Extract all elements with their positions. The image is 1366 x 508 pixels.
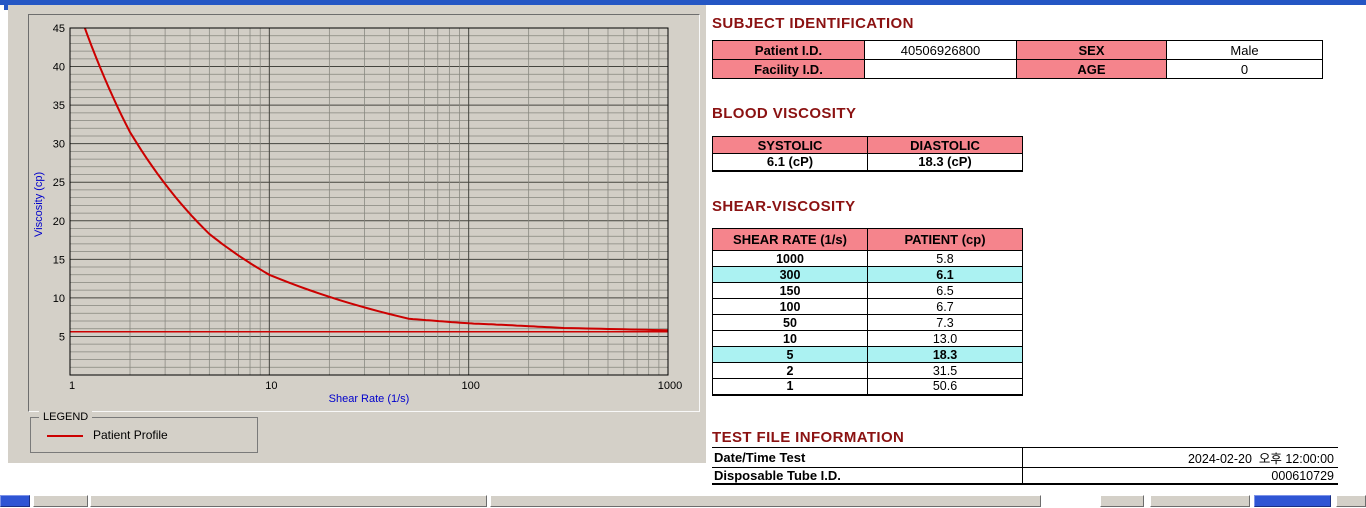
svg-text:10: 10	[53, 293, 65, 305]
svg-text:1: 1	[69, 380, 75, 392]
table-row: SYSTOLIC DIASTOLIC	[712, 136, 1023, 154]
shear-rate-header: SHEAR RATE (1/s)	[712, 228, 868, 251]
table-row: 100 6.7	[712, 298, 1023, 315]
patient-cp-header: PATIENT (cp)	[867, 228, 1023, 251]
shear-rate-cell: 150	[712, 282, 868, 299]
table-header-row: SHEAR RATE (1/s) PATIENT (cp)	[712, 228, 1023, 251]
shear-rate-cell: 5	[712, 346, 868, 363]
chart-panel: 5 10 15 20 25 30 35 40 45 1 10 100 1000 Viscosity (c…	[8, 5, 706, 463]
svg-text:35: 35	[53, 100, 65, 112]
partial-control[interactable]	[33, 495, 88, 507]
titlebar-strip	[0, 0, 1366, 5]
partial-control[interactable]	[1100, 495, 1144, 507]
partial-control[interactable]	[0, 495, 30, 507]
svg-text:20: 20	[53, 216, 65, 228]
partial-control[interactable]	[1254, 495, 1331, 507]
patient-value-cell: 5.8	[867, 250, 1023, 267]
viscosity-chart-svg: 5 10 15 20 25 30 35 40 45 1 10 100 1000	[53, 23, 682, 392]
diastolic-header: DIASTOLIC	[867, 136, 1023, 154]
shear-rate-cell: 2	[712, 362, 868, 379]
systolic-value: 6.1 (cP)	[712, 153, 868, 172]
legend-title: LEGEND	[39, 411, 93, 423]
patient-value-cell: 50.6	[867, 378, 1023, 396]
x-axis-title: Shear Rate (1/s)	[328, 393, 410, 405]
partial-control[interactable]	[1336, 495, 1366, 507]
test-file-information-table: Date/Time Test 2024-02-20 오후 12:00:00 Di…	[712, 447, 1338, 485]
patient-value-cell: 6.1	[867, 266, 1023, 283]
shear-rate-cell: 100	[712, 298, 868, 315]
diastolic-value: 18.3 (cP)	[867, 153, 1023, 172]
shear-rate-cell: 1	[712, 378, 868, 396]
patient-value-cell: 18.3	[867, 346, 1023, 363]
table-row: 1 50.6	[712, 378, 1023, 396]
datetime-test-value: 2024-02-20 오후 12:00:00	[1021, 447, 1338, 468]
legend-line-sample	[47, 435, 83, 437]
svg-text:10: 10	[265, 380, 277, 392]
svg-text:15: 15	[53, 254, 65, 266]
datetime-test-label: Date/Time Test	[712, 447, 1022, 468]
partial-control[interactable]	[490, 495, 1041, 507]
age-value: 0	[1166, 59, 1323, 79]
systolic-header: SYSTOLIC	[712, 136, 868, 154]
patient-value-cell: 13.0	[867, 330, 1023, 347]
sex-label: SEX	[1016, 40, 1167, 60]
table-row: Disposable Tube I.D. 000610729	[712, 467, 1338, 485]
facility-id-label: Facility I.D.	[712, 59, 865, 79]
table-row: 5 18.3	[712, 346, 1023, 363]
blood-viscosity-heading: BLOOD VISCOSITY	[712, 105, 857, 122]
y-axis-title: Viscosity (cp)	[33, 171, 45, 237]
svg-text:25: 25	[53, 177, 65, 189]
patient-id-label: Patient I.D.	[712, 40, 865, 60]
viscosity-chart: 5 10 15 20 25 30 35 40 45 1 10 100 1000 Viscosity (c…	[28, 14, 700, 412]
table-row: 6.1 (cP) 18.3 (cP)	[712, 153, 1023, 172]
table-row: 300 6.1	[712, 266, 1023, 283]
shear-viscosity-heading: SHEAR-VISCOSITY	[712, 198, 856, 215]
table-row: 10 13.0	[712, 330, 1023, 347]
age-label: AGE	[1016, 59, 1167, 79]
test-file-information-heading: TEST FILE INFORMATION	[712, 429, 905, 446]
table-row: 2 31.5	[712, 362, 1023, 379]
table-row: 1000 5.8	[712, 250, 1023, 267]
shear-rate-cell: 300	[712, 266, 868, 283]
table-row: Date/Time Test 2024-02-20 오후 12:00:00	[712, 447, 1338, 468]
shear-rate-cell: 50	[712, 314, 868, 331]
patient-value-cell: 6.7	[867, 298, 1023, 315]
blood-viscosity-table: SYSTOLIC DIASTOLIC 6.1 (cP) 18.3 (cP)	[712, 136, 1023, 172]
legend-entry-label: Patient Profile	[93, 428, 168, 442]
table-row: 50 7.3	[712, 314, 1023, 331]
partial-control[interactable]	[1150, 495, 1250, 507]
disposable-tube-id-value: 000610729	[1021, 467, 1338, 485]
subject-identification-heading: SUBJECT IDENTIFICATION	[712, 15, 914, 32]
svg-text:1000: 1000	[658, 380, 682, 392]
partial-control[interactable]	[90, 495, 487, 507]
patient-value-cell: 6.5	[867, 282, 1023, 299]
table-row: Facility I.D. AGE 0	[712, 59, 1323, 79]
shear-viscosity-table: SHEAR RATE (1/s) PATIENT (cp) 1000 5.8 30…	[712, 228, 1023, 396]
facility-id-value	[864, 59, 1017, 79]
svg-text:40: 40	[53, 62, 65, 74]
patient-id-value: 40506926800	[864, 40, 1017, 60]
table-row: 150 6.5	[712, 282, 1023, 299]
svg-text:45: 45	[53, 23, 65, 35]
shear-rate-cell: 1000	[712, 250, 868, 267]
shear-rate-cell: 10	[712, 330, 868, 347]
sex-value: Male	[1166, 40, 1323, 60]
svg-text:100: 100	[461, 380, 479, 392]
subject-identification-table: Patient I.D. 40506926800 SEX Male Facili…	[712, 40, 1323, 79]
table-row: Patient I.D. 40506926800 SEX Male	[712, 40, 1323, 60]
legend-box: LEGEND Patient Profile	[30, 411, 258, 453]
svg-text:5: 5	[59, 331, 65, 343]
svg-text:30: 30	[53, 139, 65, 151]
disposable-tube-id-label: Disposable Tube I.D.	[712, 467, 1022, 485]
patient-value-cell: 7.3	[867, 314, 1023, 331]
patient-value-cell: 31.5	[867, 362, 1023, 379]
